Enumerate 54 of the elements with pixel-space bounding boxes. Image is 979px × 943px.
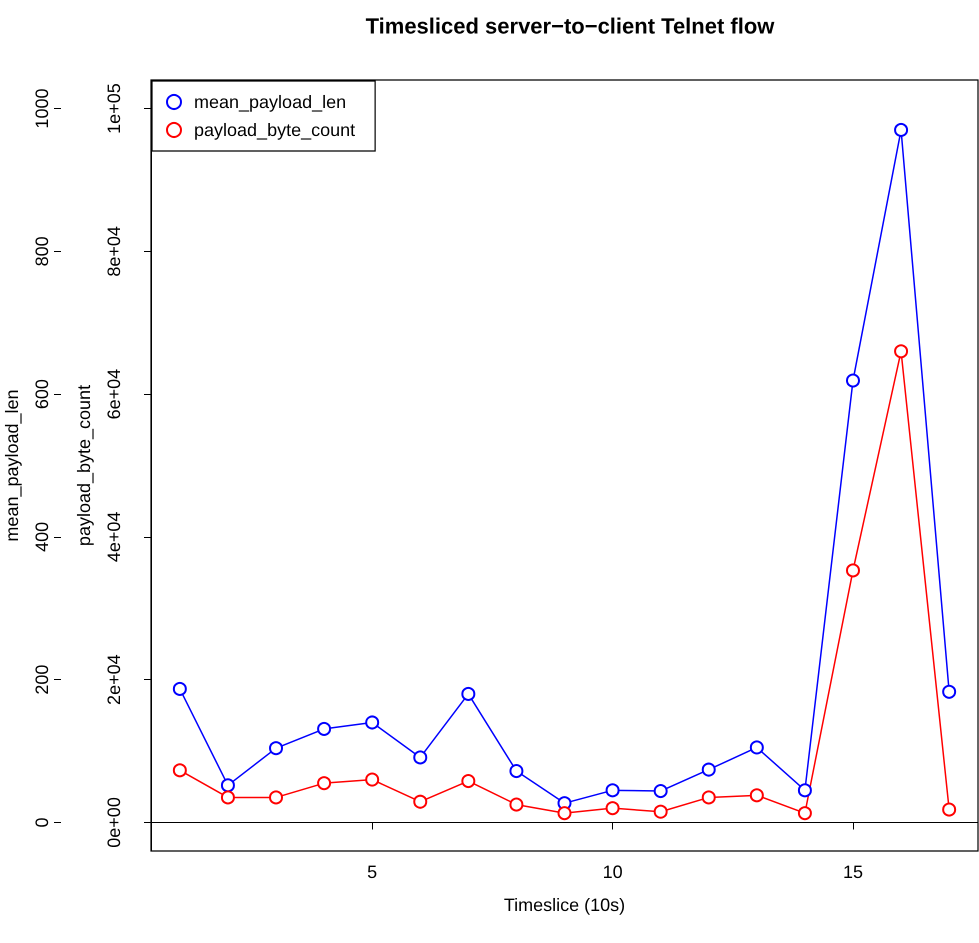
y-tick-label: 200 [32,664,52,695]
y-tick-label: 600 [32,379,52,410]
point [172,682,187,696]
y-tick-label: 800 [32,236,52,266]
point [220,790,235,804]
point [317,776,332,790]
point [846,374,860,388]
point [606,783,620,798]
point [798,806,812,820]
y2-tick-label: 4e+04 [104,512,124,562]
x-tick-label: 5 [367,862,378,882]
x-tick-label: 10 [602,862,623,882]
legend-label: payload_byte_count [194,120,356,140]
x-axis-title: Timeslice (10s) [504,895,626,915]
point [702,790,716,804]
y2-tick-label: 8e+04 [104,226,124,277]
point [269,741,284,756]
point [461,774,476,788]
point [172,763,187,778]
point [413,794,428,809]
point [942,802,956,817]
y2-tick-label: 0e+00 [104,797,124,848]
y-tick-label: 0 [32,817,52,828]
point [846,563,860,578]
point [894,344,908,358]
point [894,122,908,137]
chart-title: Timesliced server−to−client Telnet flow [366,14,776,38]
y-tick-label: 1000 [32,88,52,129]
point [798,783,812,798]
point [509,764,524,778]
point [654,804,668,819]
point [365,716,380,730]
y2-tick-label: 1e+05 [104,83,124,134]
point [220,778,235,792]
y2-tick-label: 2e+04 [104,654,124,705]
point [750,788,764,802]
y2-tick-label: 6e+04 [104,368,124,420]
x-tick-label: 15 [842,862,864,882]
point [702,762,716,777]
point [461,686,476,701]
point [750,740,764,754]
point [606,801,620,816]
point [365,772,380,787]
point [942,684,956,699]
point [413,750,428,764]
y-axis-title: mean_payload_len [2,389,22,542]
point [509,798,524,812]
point [317,722,332,736]
point [558,806,572,820]
legend-label: mean_payload_len [194,92,346,112]
y-tick-label: 400 [32,522,52,552]
y2-axis-title: payload_byte_count [74,384,94,546]
point [654,784,668,798]
point [269,790,284,804]
